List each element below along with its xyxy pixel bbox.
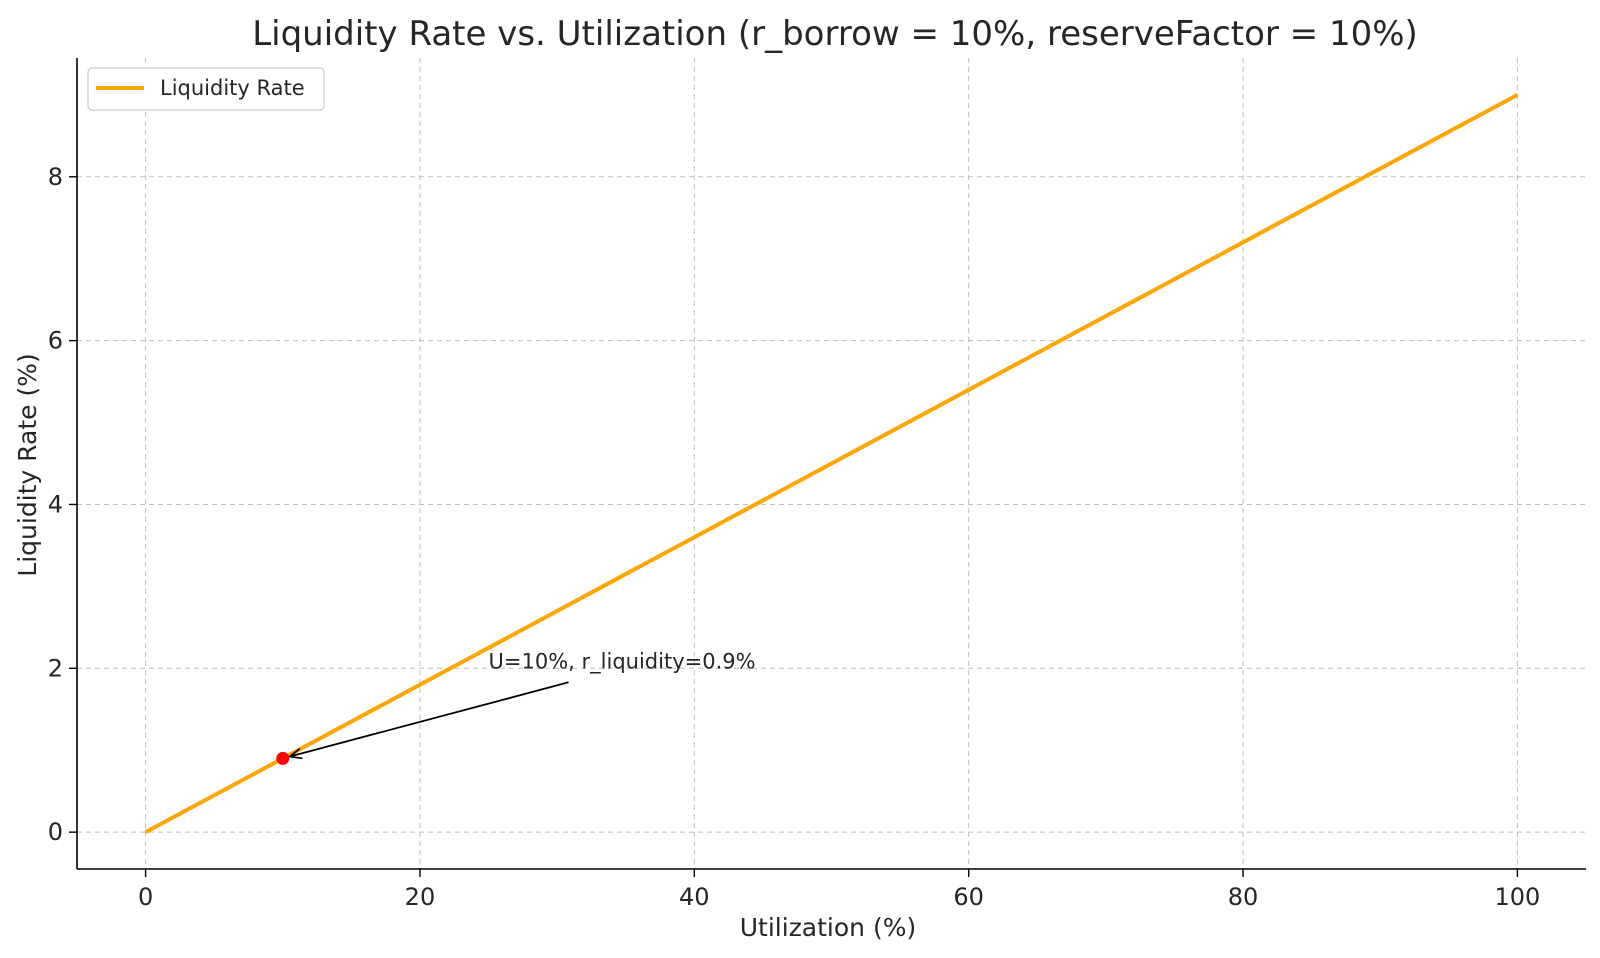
x-tick-label: 100 [1495,883,1541,911]
y-tick-label: 2 [48,654,63,682]
y-tick-label: 6 [48,327,63,355]
y-tick-label: 0 [48,818,63,846]
annotation-layer: U=10%, r_liquidity=0.9% [290,649,756,756]
legend: Liquidity Rate [87,67,325,111]
y-axis-label: Liquidity Rate (%) [13,353,42,576]
chart-title: Liquidity Rate vs. Utilization (r_borrow… [252,14,1418,54]
series-line [144,93,1519,834]
axis-layer: 0 20 40 60 80 100 0 2 4 6 8 [48,58,1586,911]
x-tick-label: 0 [138,883,153,911]
grid-layer [77,58,1586,869]
highlight-point [276,751,290,765]
annotation-text: U=10%, r_liquidity=0.9% [489,649,756,674]
y-tick-label: 8 [48,163,63,191]
y-tick-label: 4 [48,490,63,518]
legend-label: Liquidity Rate [160,76,305,100]
x-axis-label: Utilization (%) [740,913,916,942]
x-tick-label: 60 [953,883,984,911]
x-tick-label: 20 [405,883,436,911]
series-layer [144,93,1519,834]
x-tick-label: 40 [679,883,710,911]
x-tick-label: 80 [1228,883,1259,911]
annotation-arrow [290,681,569,756]
legend-box [87,67,325,111]
